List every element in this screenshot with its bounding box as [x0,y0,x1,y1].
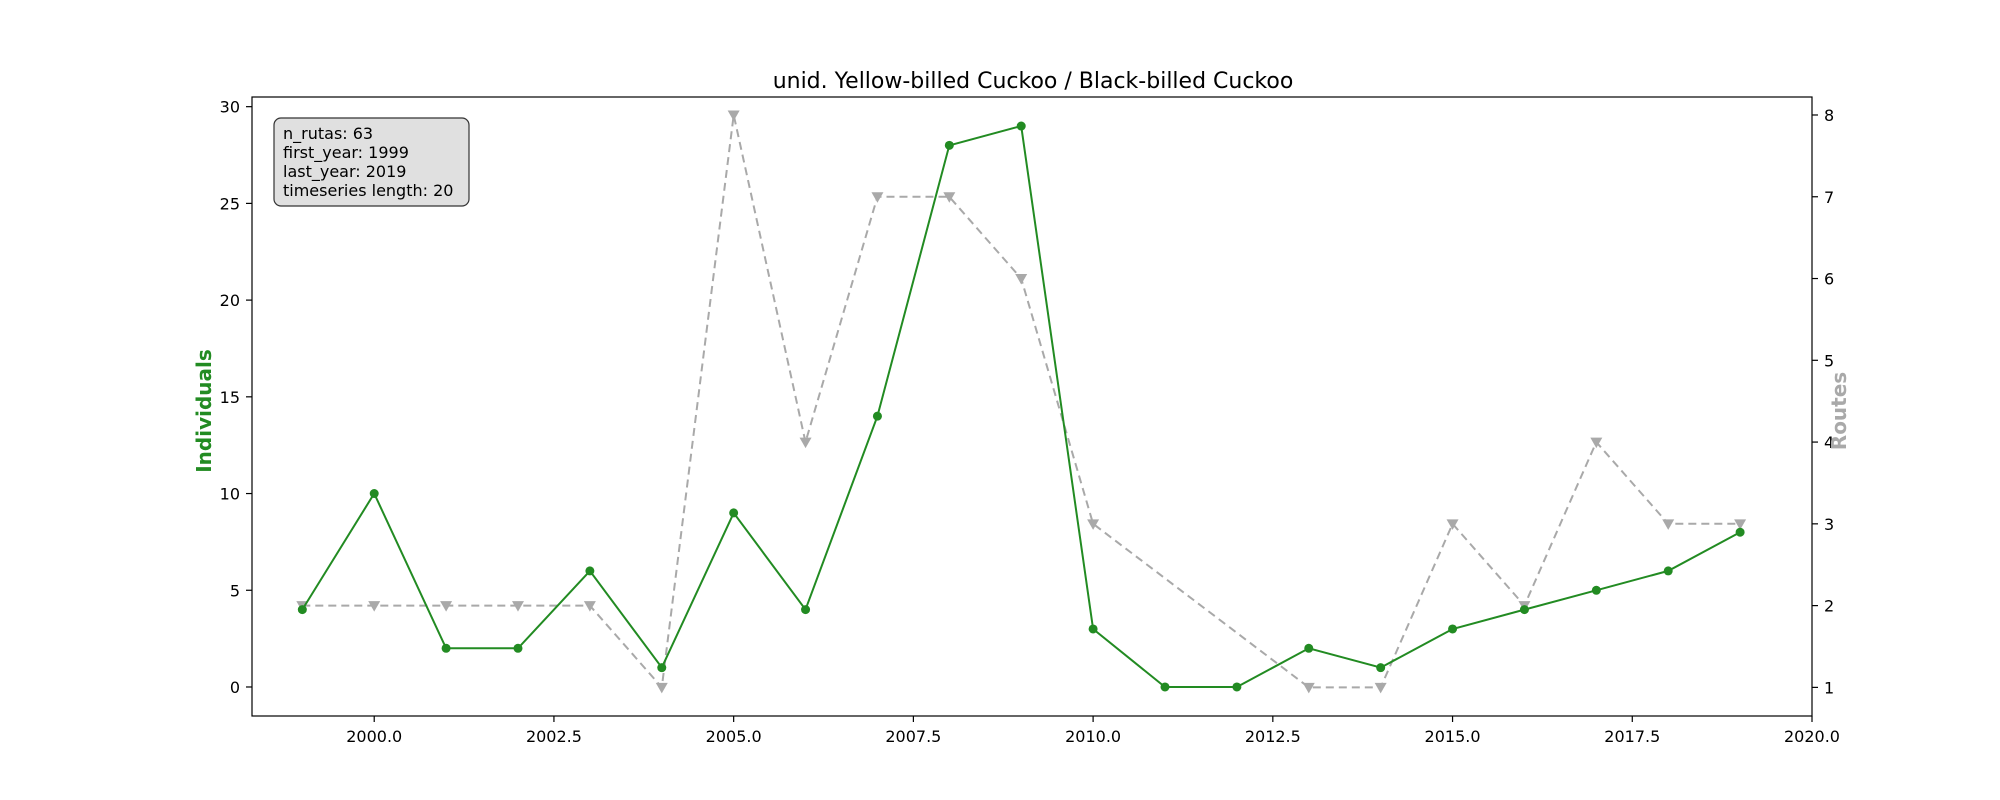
data-point [585,566,595,576]
data-point [655,682,668,694]
y-tick-label: 15 [220,388,240,407]
data-point [1304,643,1314,653]
y-tick-label: 25 [220,194,240,213]
y2-tick-label: 3 [1824,515,1834,534]
data-point [801,605,811,615]
data-point [943,192,956,203]
x-tick-label: 2012.5 [1245,727,1301,746]
data-point [871,192,884,203]
y-axis-left: 0 5 10 15 20 25 30 [220,98,252,697]
y-axis-right-label: Routes [1827,372,1851,450]
data-point [1016,121,1026,131]
plot-area-border [251,96,1813,717]
data-point [1087,519,1100,530]
data-point [1590,437,1603,449]
y-tick-label: 0 [230,678,240,697]
data-point [1015,274,1028,285]
data-point [872,411,882,421]
data-point [440,601,453,612]
info-box-line: last_year: 2019 [283,162,406,182]
data-point [1734,519,1747,530]
info-box: n_rutas: 63 first_year: 1999 last_year: … [273,117,470,207]
x-tick-label: 2005.0 [706,727,762,746]
data-point [1446,519,1459,530]
x-tick-label: 2007.5 [885,727,941,746]
data-point [729,508,739,518]
data-point [369,489,379,499]
y-tick-label: 5 [230,581,240,600]
info-box-frame [273,117,470,207]
data-point [1160,682,1170,692]
data-point [1376,663,1386,673]
data-point [511,601,524,612]
info-box-line: timeseries length: 20 [283,181,453,200]
x-tick-label: 2020.0 [1784,727,1840,746]
x-tick-label: 2000.0 [346,727,402,746]
data-point [1302,682,1315,694]
x-tick-label: 2010.0 [1065,727,1121,746]
data-point [441,643,451,653]
data-point [1663,566,1673,576]
data-point [368,601,381,612]
y-axis-left-label: Individuals [192,349,216,473]
y2-tick-label: 1 [1824,678,1834,697]
data-point [727,110,740,121]
data-point [1591,585,1601,595]
data-point [799,437,812,449]
data-point [657,663,667,673]
data-point [944,140,954,150]
info-box-line: n_rutas: 63 [283,124,373,144]
x-axis: 2000.0 2002.5 2005.0 2007.5 2010.0 2012.5 2015… [346,716,1840,746]
data-point [1232,682,1242,692]
x-tick-label: 2017.5 [1604,727,1660,746]
x-tick-label: 2002.5 [526,727,582,746]
data-point [1088,624,1098,634]
y-tick-label: 20 [220,291,240,310]
info-box-line: first_year: 1999 [283,143,409,163]
data-point [1374,682,1387,694]
chart-title: unid. Yellow-billed Cuckoo / Black-bille… [773,69,1294,94]
y2-tick-label: 7 [1824,188,1834,207]
series-routes [296,110,1747,694]
data-point [1662,519,1675,530]
plot-frame [251,96,1813,717]
data-point [297,605,307,615]
y2-tick-label: 4 [1824,433,1834,452]
data-point [1519,605,1529,615]
y-tick-label: 30 [220,98,240,117]
series-individuals [297,121,1745,692]
y-tick-label: 10 [220,485,240,504]
y-axis-right: 1 2 3 4 5 6 7 8 [1812,106,1834,697]
y2-tick-label: 8 [1824,106,1834,125]
data-point [1735,527,1745,537]
y2-tick-label: 2 [1824,597,1834,616]
y2-tick-label: 6 [1824,270,1834,289]
series-layer [296,110,1747,694]
y2-tick-label: 5 [1824,351,1834,370]
data-point [583,601,596,612]
x-tick-label: 2015.0 [1425,727,1481,746]
data-point [513,643,523,653]
data-point [1448,624,1458,634]
